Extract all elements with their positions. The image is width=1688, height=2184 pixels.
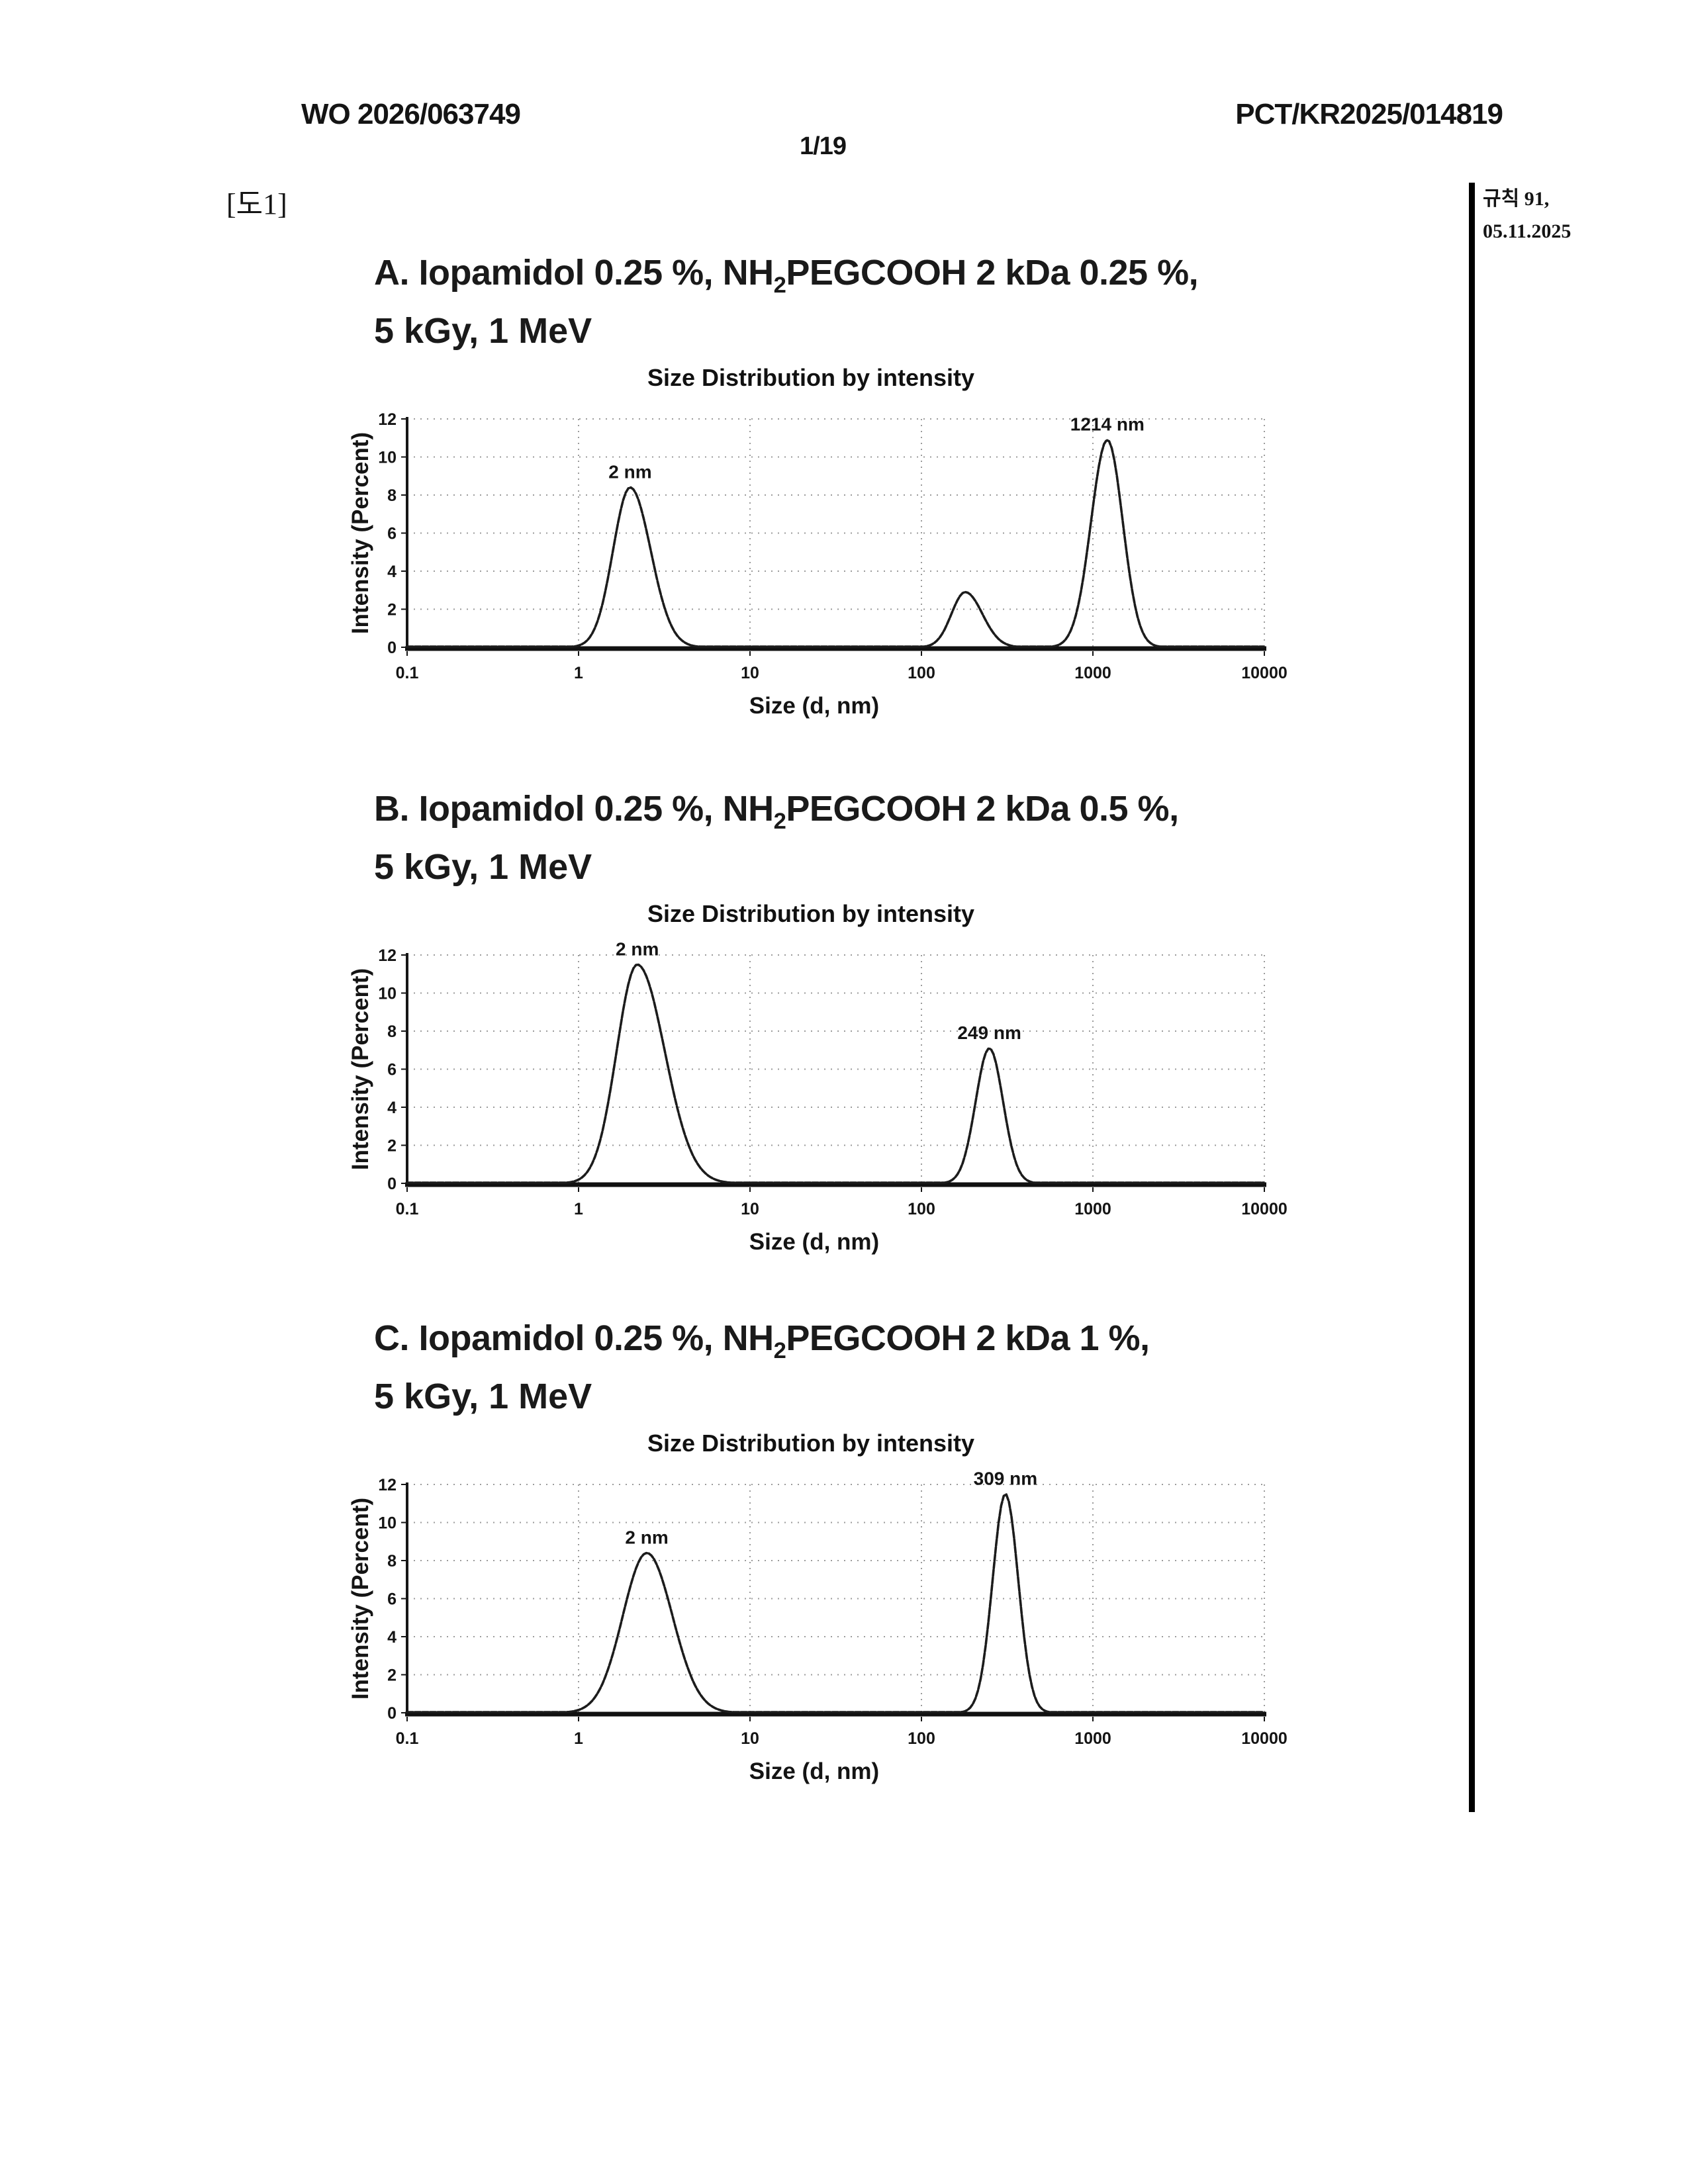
x-tick-label: 1000 [1074, 1200, 1111, 1218]
panel-c-title-subscript: 2 [773, 1338, 786, 1363]
y-tick-label: 2 [387, 1137, 397, 1156]
y-tick-label: 6 [387, 525, 397, 543]
y-axis-label: Intensity (Percent) [351, 968, 373, 1170]
intensity-curve [406, 439, 1265, 648]
size-distribution-chart-a: 0 2 4 6 8 10 12 0.1 1 10 100 1000 10000 Intensity (Pe… [351, 410, 1288, 719]
y-tick-label: 0 [387, 1704, 397, 1723]
sheet-indicator: 1/19 [800, 132, 847, 160]
panel-c-title-line2: 5 kGy, 1 MeV [374, 1377, 592, 1416]
x-tick-label: 1 [574, 664, 583, 682]
peak-size-label: 249 nm [957, 1023, 1021, 1043]
y-tick-label: 12 [378, 410, 397, 429]
x-tick-label: 1 [574, 1729, 583, 1748]
y-tick-label: 10 [378, 1514, 397, 1533]
panel-c-title-prefix: C. Iopamidol 0.25 %, NH [374, 1318, 774, 1358]
rule-91-stamp-line1: 규칙 91, [1483, 188, 1550, 210]
y-tick-label: 8 [387, 1023, 397, 1041]
x-tick-label: 10 [741, 1200, 759, 1218]
x-axis-label: Size (d, nm) [749, 1758, 879, 1784]
x-tick-label: 10000 [1241, 1729, 1288, 1748]
y-tick-label: 4 [387, 563, 397, 581]
intensity-curve [406, 963, 1265, 1184]
x-tick-label: 10 [741, 664, 759, 682]
y-tick-label: 10 [378, 449, 397, 467]
x-tick-label: 10000 [1241, 664, 1288, 682]
panel-a-title-line2: 5 kGy, 1 MeV [374, 311, 592, 351]
y-tick-label: 8 [387, 1552, 397, 1570]
y-tick-label: 8 [387, 486, 397, 505]
panel-a-title-prefix: A. Iopamidol 0.25 %, NH [374, 253, 774, 293]
panel-a-title: A. Iopamidol 0.25 %, NH2PEGCOOH 2 kDa 0.… [374, 244, 1367, 302]
y-tick-label: 12 [378, 1476, 397, 1494]
y-tick-label: 10 [378, 985, 397, 1003]
x-tick-label: 0.1 [396, 1200, 419, 1218]
size-distribution-chart-b: 0 2 4 6 8 10 12 0.1 1 10 100 1000 10000 Intensity (Pe… [351, 938, 1288, 1255]
peak-size-label: 2 nm [616, 938, 659, 959]
panel-a-title-suffix: PEGCOOH 2 kDa 0.25 %, [786, 253, 1199, 293]
x-tick-label: 100 [908, 1729, 935, 1748]
panel-c-chart-title: Size Distribution by intensity [647, 1430, 975, 1457]
y-axis-label: Intensity (Percent) [351, 432, 373, 634]
y-tick-label: 2 [387, 601, 397, 619]
y-tick-label: 6 [387, 1590, 397, 1609]
y-tick-label: 0 [387, 639, 397, 657]
figure-panel-b: B. Iopamidol 0.25 %, NH2PEGCOOH 2 kDa 0.… [0, 780, 1688, 1289]
y-tick-label: 4 [387, 1628, 397, 1647]
peak-size-label: 2 nm [608, 462, 651, 482]
x-tick-label: 1000 [1074, 664, 1111, 682]
peak-size-label: 1214 nm [1070, 414, 1145, 435]
x-tick-label: 1000 [1074, 1729, 1111, 1748]
publication-number: WO 2026/063749 [301, 98, 521, 130]
y-tick-label: 0 [387, 1175, 397, 1193]
y-tick-label: 6 [387, 1061, 397, 1079]
panel-b-title: B. Iopamidol 0.25 %, NH2PEGCOOH 2 kDa 0.… [374, 780, 1367, 838]
x-tick-label: 100 [908, 1200, 935, 1218]
figure-panel-a: A. Iopamidol 0.25 %, NH2PEGCOOH 2 kDa 0.… [0, 244, 1688, 753]
panel-b-title-subscript: 2 [773, 808, 786, 834]
y-tick-label: 4 [387, 1099, 397, 1117]
panel-b-chart-title: Size Distribution by intensity [647, 900, 975, 927]
rule-91-stamp-line2: 05.11.2025 [1483, 220, 1571, 242]
panel-a-chart-title: Size Distribution by intensity [647, 364, 975, 391]
panel-c-title-suffix: PEGCOOH 2 kDa 1 %, [786, 1318, 1150, 1358]
application-number: PCT/KR2025/014819 [1235, 98, 1503, 130]
x-tick-label: 0.1 [396, 1729, 419, 1748]
intensity-curve [406, 1493, 1265, 1713]
x-tick-label: 0.1 [396, 664, 419, 682]
size-distribution-chart-c: 0 2 4 6 8 10 12 0.1 1 10 100 1000 10000 Intensity (Pe… [351, 1468, 1288, 1784]
x-tick-label: 100 [908, 664, 935, 682]
x-axis-label: Size (d, nm) [749, 1229, 879, 1255]
peak-size-label: 309 nm [974, 1468, 1038, 1488]
figure-panel-c: C. Iopamidol 0.25 %, NH2PEGCOOH 2 kDa 1 … [0, 1309, 1688, 1819]
rule-91-stamp: 규칙 91, 05.11.2025 [1483, 183, 1571, 248]
panel-c-title: C. Iopamidol 0.25 %, NH2PEGCOOH 2 kDa 1 … [374, 1309, 1367, 1367]
figure-label: [도1] [226, 188, 287, 220]
x-axis-label: Size (d, nm) [749, 693, 879, 719]
x-tick-label: 10000 [1241, 1200, 1288, 1218]
panel-b-title-prefix: B. Iopamidol 0.25 %, NH [374, 789, 774, 829]
rule-91-divider-bar [1469, 183, 1475, 1812]
y-axis-label: Intensity (Percent) [351, 1498, 373, 1700]
y-tick-label: 12 [378, 946, 397, 965]
x-tick-label: 10 [741, 1729, 759, 1748]
panel-b-title-suffix: PEGCOOH 2 kDa 0.5 %, [786, 789, 1179, 829]
y-tick-label: 2 [387, 1666, 397, 1685]
panel-b-title-line2: 5 kGy, 1 MeV [374, 847, 592, 887]
panel-a-title-subscript: 2 [773, 272, 786, 298]
peak-size-label: 2 nm [625, 1527, 668, 1548]
x-tick-label: 1 [574, 1200, 583, 1218]
